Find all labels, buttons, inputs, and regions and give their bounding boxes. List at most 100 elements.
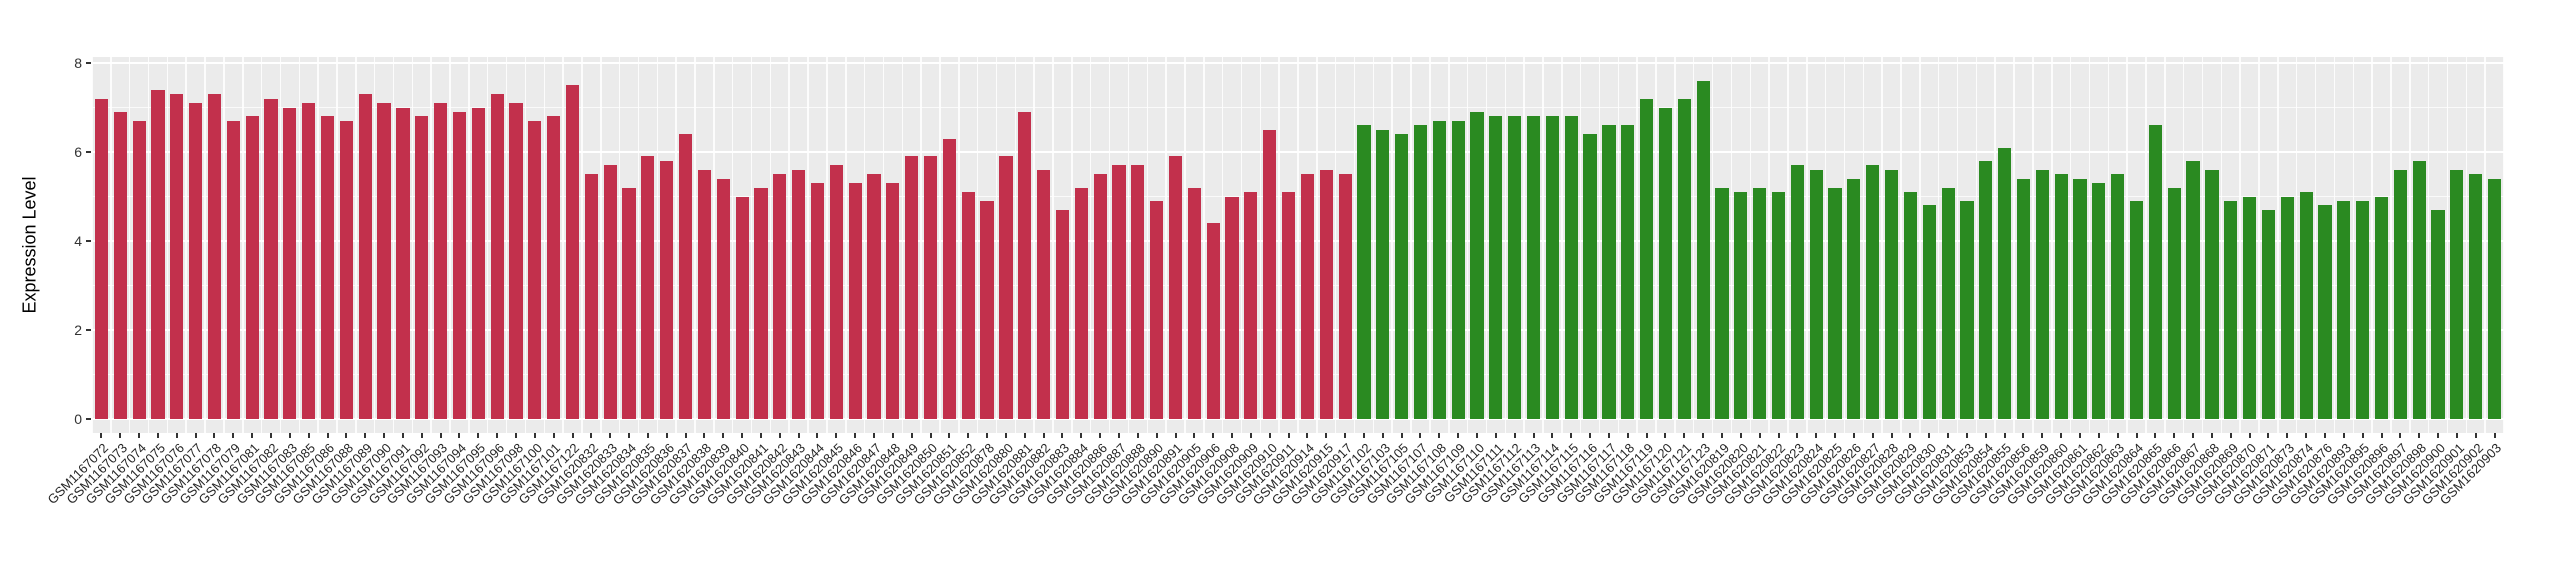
vertical-gridline (2371, 57, 2373, 433)
bar-GSM1620834 (622, 187, 636, 419)
x-tick (2060, 433, 2063, 438)
bar-GSM1620822 (1771, 192, 1786, 419)
vertical-gridline (242, 57, 244, 433)
bar-GSM1167089 (358, 94, 372, 419)
bar-GSM1620891 (1168, 156, 1183, 419)
x-tick (703, 433, 706, 438)
vertical-gridline (1221, 57, 1224, 433)
vertical-gridline (486, 57, 489, 433)
bar-GSM1167091 (396, 107, 410, 419)
minor-gridline (92, 284, 2504, 286)
bar-GSM1620881 (1018, 111, 1032, 419)
x-tick (1325, 433, 1328, 438)
vertical-gridline (807, 57, 809, 433)
bar-GSM1620845 (829, 165, 843, 419)
bar-GSM1620869 (2224, 200, 2238, 419)
bar-GSM1167081 (245, 116, 259, 419)
bar-GSM1620859 (2035, 169, 2049, 419)
bar-GSM1620842 (773, 174, 787, 419)
x-tick (684, 433, 687, 438)
vertical-gridline (1485, 57, 1488, 433)
x-tick (383, 433, 386, 438)
bar-GSM1620861 (2073, 178, 2087, 419)
x-tick (2342, 433, 2345, 438)
bar-GSM1620886 (1093, 174, 1107, 419)
vertical-gridline (355, 57, 357, 433)
vertical-gridline (656, 57, 659, 433)
bar-GSM1620819 (1715, 187, 1729, 419)
bar-GSM1620910 (1263, 129, 1277, 419)
bar-GSM1620871 (2261, 209, 2276, 419)
x-tick (2248, 433, 2251, 438)
x-tick (1928, 433, 1931, 438)
vertical-gridline (1561, 57, 1563, 433)
x-tick (1871, 433, 1874, 438)
bar-GSM1620865 (2148, 125, 2162, 419)
vertical-gridline (2390, 57, 2392, 433)
vertical-gridline (128, 57, 131, 433)
plot-panel (91, 57, 2505, 433)
vertical-gridline (2220, 57, 2223, 433)
x-tick (1720, 433, 1723, 438)
bar-GSM1620874 (2299, 192, 2313, 419)
vertical-gridline (2465, 57, 2468, 433)
bar-GSM1167111 (1489, 116, 1503, 419)
bar-GSM1620903 (2487, 178, 2502, 419)
x-tick (2097, 433, 2100, 438)
bar-GSM1167123 (1696, 80, 1710, 419)
bar-GSM1620841 (754, 187, 768, 419)
x-tick (1193, 433, 1196, 438)
x-tick (420, 433, 423, 438)
x-tick (835, 433, 838, 438)
vertical-gridline (769, 57, 772, 433)
bar-GSM1620854 (1979, 160, 1993, 419)
x-tick (1344, 433, 1347, 438)
vertical-gridline (2088, 57, 2091, 433)
y-tick (86, 151, 91, 153)
x-tick (2079, 433, 2082, 438)
minor-gridline (92, 373, 2504, 375)
bar-GSM1167119 (1640, 98, 1654, 419)
x-tick (910, 433, 913, 438)
bar-GSM1167085 (302, 103, 316, 419)
vertical-gridline (2484, 57, 2486, 433)
bar-GSM1167093 (434, 103, 448, 419)
x-tick (2286, 433, 2289, 438)
x-tick (2323, 433, 2326, 438)
vertical-gridline (91, 57, 93, 433)
bar-GSM1167112 (1508, 116, 1522, 419)
x-tick (1212, 433, 1215, 438)
x-tick (1532, 433, 1535, 438)
bar-GSM1620888 (1131, 165, 1145, 419)
x-tick (1551, 433, 1554, 438)
bar-GSM1620863 (2111, 174, 2125, 419)
vertical-gridline (1316, 57, 1318, 433)
bar-GSM1620895 (2356, 200, 2370, 419)
x-tick (778, 433, 781, 438)
vertical-gridline (2164, 57, 2166, 433)
vertical-gridline (1259, 57, 1262, 433)
bar-GSM1167114 (1545, 116, 1559, 419)
bar-GSM1167077 (189, 103, 203, 419)
bar-GSM1620897 (2393, 169, 2407, 419)
vertical-gridline (505, 57, 508, 433)
vertical-gridline (1391, 57, 1393, 433)
vertical-gridline (581, 57, 583, 433)
bar-GSM1620896 (2374, 196, 2389, 419)
y-tick (86, 418, 91, 420)
vertical-gridline (826, 57, 828, 433)
vertical-gridline (2352, 57, 2354, 433)
bar-GSM1167103 (1376, 129, 1390, 419)
bar-GSM1620832 (584, 174, 598, 419)
vertical-gridline (430, 57, 432, 433)
bar-GSM1167110 (1470, 111, 1484, 419)
y-tick (86, 240, 91, 242)
vertical-gridline (1862, 57, 1865, 433)
vertical-gridline (1429, 57, 1431, 433)
bar-GSM1620909 (1244, 192, 1258, 419)
bar-GSM1620876 (2318, 205, 2332, 419)
vertical-gridline (1089, 57, 1092, 433)
vertical-gridline (1900, 57, 1902, 433)
x-tick (2380, 433, 2383, 438)
x-tick (1231, 433, 1234, 438)
